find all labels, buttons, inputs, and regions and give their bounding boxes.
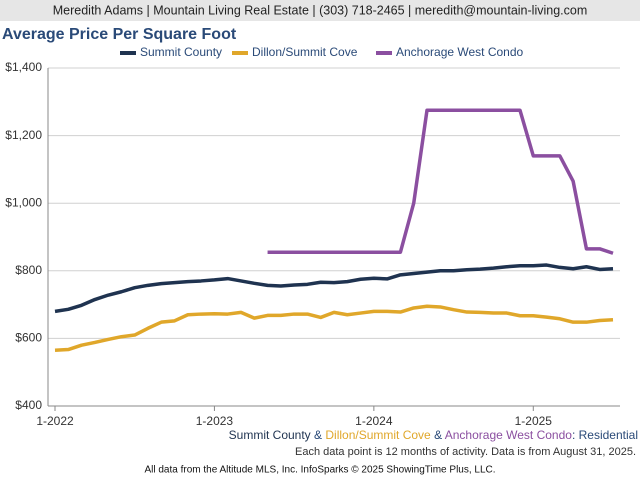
caption: Summit County & Dillon/Summit Cove & Anc… [229, 428, 638, 442]
legend-label: Dillon/Summit Cove [252, 45, 358, 59]
header-bar [0, 0, 640, 21]
series-line [54, 304, 614, 352]
x-tick-label: 1-2023 [196, 414, 234, 428]
series-line [267, 108, 614, 255]
caption-part: Anchorage West Condo [445, 428, 573, 442]
caption-part: : Residential [572, 428, 638, 442]
caption-part: Summit County [229, 428, 311, 442]
y-tick-label: $1,400 [5, 60, 42, 74]
legend-label: Summit County [140, 45, 222, 59]
y-tick-label: $1,200 [5, 128, 42, 142]
y-tick-label: $1,000 [5, 195, 42, 209]
x-tick-label: 1-2022 [36, 414, 74, 428]
legend-label: Anchorage West Condo [396, 45, 524, 59]
series-line [54, 263, 614, 314]
note: Each data point is 12 months of activity… [295, 446, 636, 458]
x-tick-label: 1-2025 [515, 414, 553, 428]
caption-part: Dillon/Summit Cove [325, 428, 431, 442]
y-tick-label: $400 [15, 398, 42, 412]
caption-part: & [311, 428, 326, 442]
chart-title: Average Price Per Square Foot [2, 26, 237, 43]
x-tick-label: 1-2024 [355, 414, 393, 428]
caption-part: & [431, 428, 445, 442]
y-tick-label: $600 [15, 331, 42, 345]
y-tick-label: $800 [15, 263, 42, 277]
source: All data from the Altitude MLS, Inc. Inf… [144, 465, 495, 476]
header-text: Meredith Adams | Mountain Living Real Es… [53, 3, 588, 17]
